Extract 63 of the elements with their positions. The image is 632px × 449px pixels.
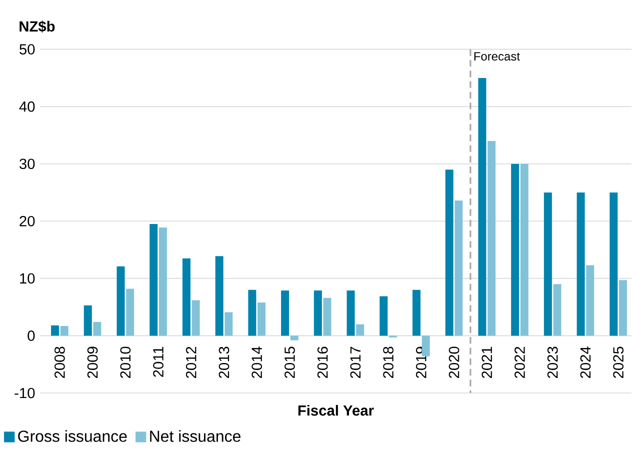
bar	[126, 288, 134, 336]
bar	[60, 326, 68, 336]
y-tick-label: 40	[19, 101, 35, 112]
bar	[150, 224, 158, 336]
bar	[445, 170, 454, 336]
y-tick-label: 0	[28, 330, 35, 341]
bar	[618, 280, 627, 336]
bar	[314, 290, 322, 336]
bar	[192, 300, 200, 336]
x-tick-label: 2013	[218, 346, 230, 378]
bar	[290, 336, 298, 340]
x-tick-label: 2017	[350, 346, 361, 378]
x-tick-label: 2025	[613, 346, 624, 378]
x-tick-label: 2016	[317, 346, 328, 378]
x-tick-label: 2008	[54, 346, 65, 378]
x-tick-label: 2010	[120, 346, 131, 378]
ref-line-label: Forecast	[474, 52, 520, 61]
bar	[586, 265, 594, 336]
y-axis-title: NZ$b	[20, 20, 55, 33]
bar	[248, 290, 256, 336]
bar	[215, 256, 224, 336]
bar	[553, 284, 562, 336]
legend-label: Net issuance	[150, 430, 240, 442]
y-tick-label: -10	[14, 388, 35, 398]
bar	[281, 290, 290, 336]
bar	[511, 164, 520, 336]
bar	[520, 164, 528, 336]
bar	[356, 324, 364, 336]
bar	[51, 325, 60, 336]
x-tick-label: 2015	[284, 346, 295, 378]
x-tick-label: 2022	[514, 346, 525, 378]
x-tick-label: 2021	[482, 346, 492, 378]
x-tick-label: 2020	[448, 346, 460, 378]
x-tick-label: 2024	[580, 346, 591, 378]
bar	[478, 78, 486, 336]
bar	[84, 305, 92, 336]
x-tick-label: 2018	[383, 346, 394, 378]
x-tick-label: 2023	[547, 346, 558, 378]
bar	[116, 266, 125, 336]
bar	[158, 227, 167, 336]
bar	[454, 200, 463, 336]
bar	[258, 302, 266, 336]
y-tick-label: 30	[20, 158, 35, 170]
bar	[576, 192, 585, 336]
bar	[412, 290, 420, 336]
x-axis-title: Fiscal Year	[298, 404, 374, 416]
bar	[323, 298, 332, 336]
y-tick-label: 20	[20, 216, 35, 226]
bar	[544, 192, 552, 336]
bar	[93, 322, 102, 336]
x-tick-label: 2012	[186, 346, 196, 378]
x-tick-label: 2011	[153, 346, 164, 377]
x-tick-label: 2014	[252, 346, 262, 378]
x-tick-label: 2009	[87, 346, 98, 378]
bar	[224, 312, 233, 336]
bar	[346, 290, 355, 336]
y-tick-label: 50	[20, 44, 35, 54]
y-tick-label: 10	[20, 273, 35, 284]
bar	[182, 258, 190, 336]
legend-label: Gross issuance	[18, 430, 127, 442]
bar	[610, 192, 618, 336]
bar	[380, 296, 388, 336]
bar	[488, 140, 496, 336]
